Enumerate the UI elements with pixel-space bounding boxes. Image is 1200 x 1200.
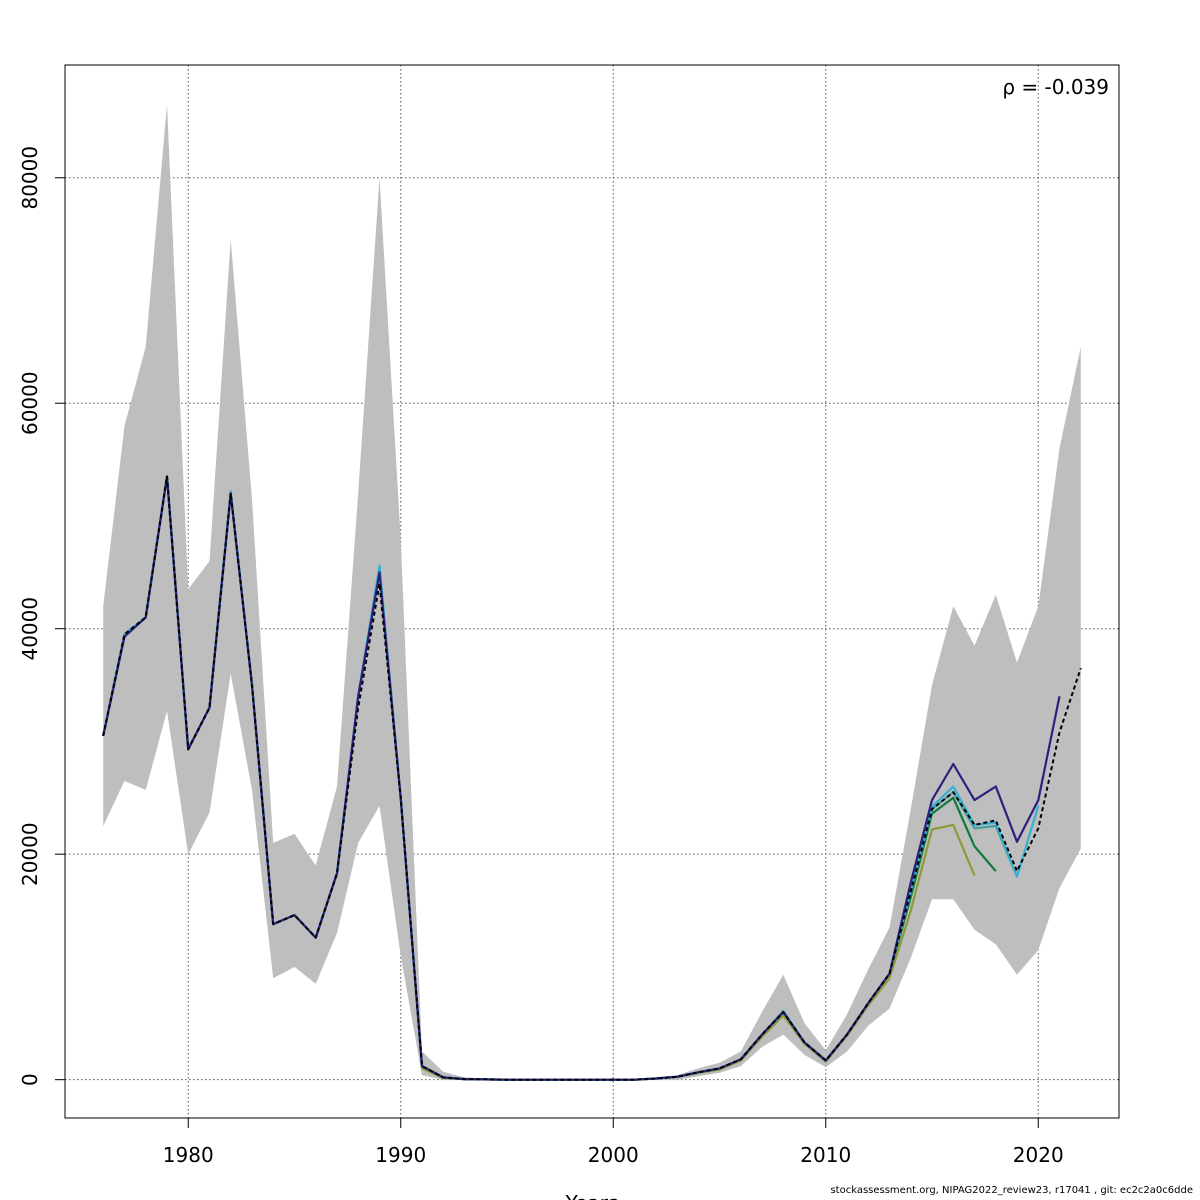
footer-caption: stockassessment.org, NIPAG2022_review23,… bbox=[830, 1185, 1193, 1196]
series-line-0 bbox=[102, 475, 1082, 1081]
y-tick-label-60000: 60000 bbox=[18, 371, 42, 435]
y-tick-label-40000: 40000 bbox=[18, 597, 42, 661]
confidence-band bbox=[103, 104, 1081, 1080]
y-tick-label-0: 0 bbox=[18, 1073, 42, 1086]
x-tick-label-1990: 1990 bbox=[375, 1143, 426, 1167]
y-tick-label-20000: 20000 bbox=[18, 822, 42, 886]
x-tick-label-2020: 2020 bbox=[1013, 1143, 1064, 1167]
rho-annotation: ρ = -0.039 bbox=[1002, 75, 1109, 99]
x-tick-label-1980: 1980 bbox=[163, 1143, 214, 1167]
series-layer bbox=[102, 475, 1082, 1081]
confidence-band-layer bbox=[103, 104, 1081, 1080]
axes-layer: 1980 1990 2000 2010 2020 0 20000 40000 60000 8000… bbox=[18, 64, 1120, 1167]
x-axis-label: Years bbox=[565, 1191, 619, 1200]
x-tick-label-2010: 2010 bbox=[800, 1143, 851, 1167]
plot-frame bbox=[64, 64, 1120, 1119]
x-tick-label-2000: 2000 bbox=[588, 1143, 639, 1167]
y-tick-label-80000: 80000 bbox=[18, 146, 42, 210]
